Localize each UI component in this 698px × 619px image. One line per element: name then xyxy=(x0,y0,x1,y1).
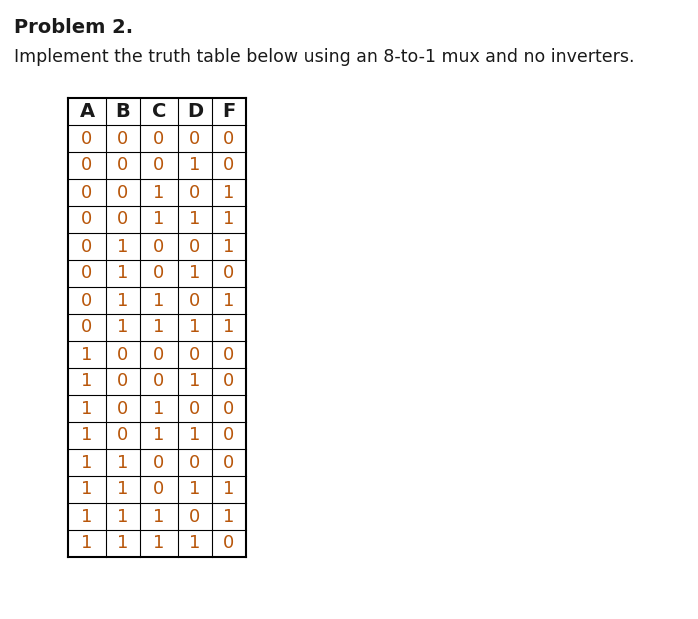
Text: 0: 0 xyxy=(82,157,93,175)
Text: 0: 0 xyxy=(189,345,200,363)
Text: 1: 1 xyxy=(189,426,201,444)
Text: 0: 0 xyxy=(117,426,128,444)
Text: 1: 1 xyxy=(189,373,201,391)
Text: B: B xyxy=(116,102,131,121)
Text: 0: 0 xyxy=(223,264,235,282)
Text: 1: 1 xyxy=(117,508,128,526)
Text: 0: 0 xyxy=(117,129,128,147)
Text: 0: 0 xyxy=(223,345,235,363)
Text: 0: 0 xyxy=(189,399,200,417)
Text: 0: 0 xyxy=(223,534,235,553)
Text: 1: 1 xyxy=(189,534,201,553)
Text: 0: 0 xyxy=(154,157,165,175)
Text: 0: 0 xyxy=(189,454,200,472)
Text: A: A xyxy=(80,102,94,121)
Text: 0: 0 xyxy=(189,238,200,256)
Text: 0: 0 xyxy=(117,210,128,228)
Text: 0: 0 xyxy=(117,157,128,175)
Text: 0: 0 xyxy=(117,373,128,391)
Text: 0: 0 xyxy=(154,345,165,363)
Text: 0: 0 xyxy=(223,129,235,147)
Text: 1: 1 xyxy=(117,264,128,282)
Text: 0: 0 xyxy=(223,426,235,444)
Text: 1: 1 xyxy=(154,399,165,417)
Text: 0: 0 xyxy=(117,345,128,363)
Text: 0: 0 xyxy=(154,238,165,256)
Text: 1: 1 xyxy=(81,454,93,472)
Text: 0: 0 xyxy=(154,264,165,282)
Text: 1: 1 xyxy=(81,426,93,444)
Text: 1: 1 xyxy=(154,534,165,553)
Text: 0: 0 xyxy=(154,129,165,147)
Text: 0: 0 xyxy=(117,399,128,417)
Text: 1: 1 xyxy=(154,210,165,228)
Text: 1: 1 xyxy=(189,210,201,228)
Text: 1: 1 xyxy=(223,319,235,337)
Text: 1: 1 xyxy=(223,480,235,498)
Text: 1: 1 xyxy=(154,508,165,526)
Text: 1: 1 xyxy=(117,292,128,310)
Text: 1: 1 xyxy=(223,183,235,202)
Text: 1: 1 xyxy=(154,319,165,337)
Text: 1: 1 xyxy=(223,238,235,256)
Text: 0: 0 xyxy=(82,183,93,202)
Text: 0: 0 xyxy=(154,454,165,472)
Text: 0: 0 xyxy=(154,373,165,391)
Text: 0: 0 xyxy=(154,480,165,498)
Text: 1: 1 xyxy=(189,319,201,337)
Text: 1: 1 xyxy=(81,345,93,363)
Text: 1: 1 xyxy=(117,534,128,553)
Text: D: D xyxy=(187,102,203,121)
Text: 0: 0 xyxy=(223,157,235,175)
Text: 1: 1 xyxy=(154,426,165,444)
Text: 0: 0 xyxy=(82,319,93,337)
Text: 1: 1 xyxy=(117,480,128,498)
Text: 0: 0 xyxy=(189,129,200,147)
Text: 0: 0 xyxy=(82,129,93,147)
Text: 1: 1 xyxy=(117,238,128,256)
Text: 1: 1 xyxy=(223,210,235,228)
Text: 0: 0 xyxy=(189,508,200,526)
Text: 0: 0 xyxy=(82,210,93,228)
Text: 1: 1 xyxy=(117,454,128,472)
Text: 0: 0 xyxy=(189,292,200,310)
Text: 0: 0 xyxy=(223,454,235,472)
Text: 0: 0 xyxy=(82,264,93,282)
Text: 1: 1 xyxy=(81,399,93,417)
Text: 1: 1 xyxy=(189,157,201,175)
Text: 1: 1 xyxy=(117,319,128,337)
Text: F: F xyxy=(223,102,236,121)
Text: Implement the truth table below using an 8-to-1 mux and no inverters.: Implement the truth table below using an… xyxy=(14,48,634,66)
Text: 1: 1 xyxy=(189,480,201,498)
Text: 1: 1 xyxy=(81,534,93,553)
Text: 1: 1 xyxy=(223,508,235,526)
Text: 1: 1 xyxy=(81,373,93,391)
Text: Problem 2.: Problem 2. xyxy=(14,18,133,37)
Text: 0: 0 xyxy=(223,399,235,417)
Text: 1: 1 xyxy=(154,292,165,310)
Text: 0: 0 xyxy=(223,373,235,391)
Text: 0: 0 xyxy=(117,183,128,202)
Text: 1: 1 xyxy=(189,264,201,282)
Text: C: C xyxy=(151,102,166,121)
Text: 0: 0 xyxy=(82,238,93,256)
Text: 1: 1 xyxy=(223,292,235,310)
Text: 1: 1 xyxy=(81,508,93,526)
Text: 0: 0 xyxy=(82,292,93,310)
Text: 1: 1 xyxy=(81,480,93,498)
Text: 0: 0 xyxy=(189,183,200,202)
Text: 1: 1 xyxy=(154,183,165,202)
